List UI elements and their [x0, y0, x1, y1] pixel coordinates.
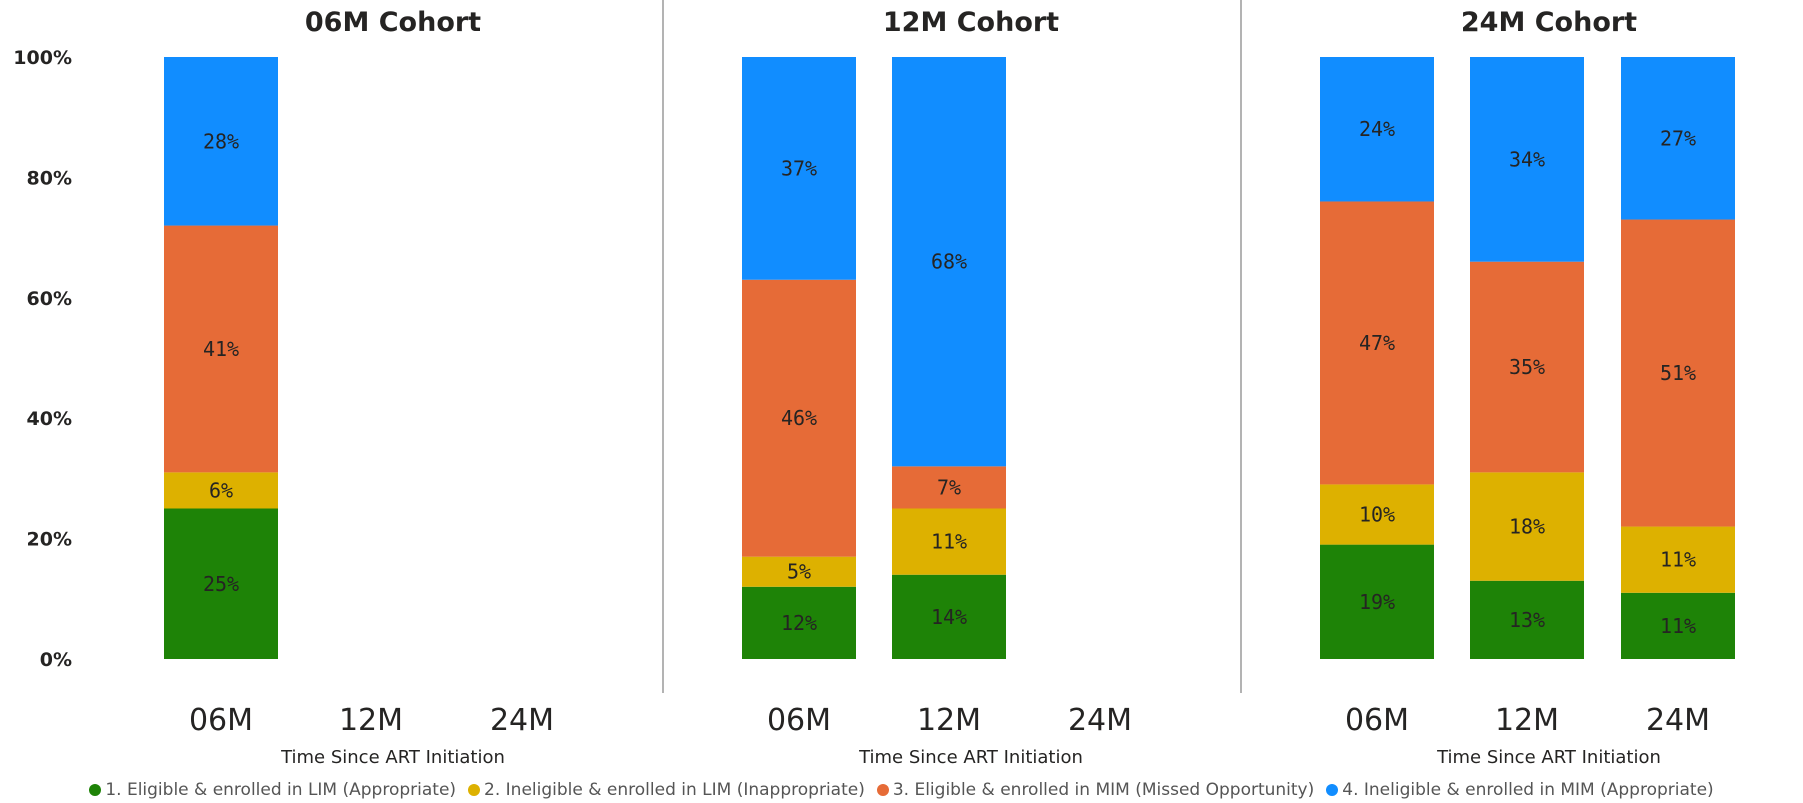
- data-label: 14%: [931, 605, 967, 629]
- x-tick-label: 12M: [339, 703, 403, 738]
- data-label: 19%: [1359, 590, 1395, 614]
- bar-segment[interactable]: [1320, 544, 1434, 659]
- legend-dot-icon: [876, 784, 889, 796]
- bar-segment[interactable]: [164, 508, 278, 660]
- legend-item-ineligible-mim[interactable]: 4. Ineligible & enrolled in MIM (Appropr…: [1326, 780, 1714, 800]
- data-label: 27%: [1660, 126, 1696, 150]
- data-label: 6%: [209, 478, 233, 502]
- stacked-bar[interactable]: 19% 10% 47% 24%: [1320, 57, 1434, 659]
- data-label: 13%: [1509, 608, 1545, 632]
- x-tick-label: 24M: [1646, 703, 1710, 738]
- data-label: 5%: [787, 560, 811, 584]
- y-axis: 0% 20% 40% 60% 80% 100%: [13, 47, 72, 671]
- data-label: 11%: [1660, 614, 1696, 638]
- legend-label: 3. Eligible & enrolled in MIM (Missed Op…: [892, 780, 1315, 800]
- bar-segment[interactable]: [892, 574, 1006, 659]
- bar-segment[interactable]: [1320, 57, 1434, 202]
- bar-segment[interactable]: [742, 279, 856, 557]
- y-tick-label: 60%: [27, 288, 72, 310]
- bar-segment[interactable]: [1470, 580, 1584, 659]
- cohort-panels: 06M Cohort 06M 12M 24M Time Since ART Initia…: [164, 7, 1735, 768]
- bar-segment[interactable]: [1320, 201, 1434, 485]
- cohort-panel: 06M Cohort 06M 12M 24M Time Since ART Initia…: [164, 7, 554, 768]
- bar-segment[interactable]: [892, 466, 1006, 509]
- data-label: 37%: [781, 156, 817, 180]
- x-axis-label: Time Since ART Initiation: [858, 747, 1083, 768]
- legend-item-eligible-lim[interactable]: 1. Eligible & enrolled in LIM (Appropria…: [89, 780, 456, 800]
- y-tick-label: 40%: [27, 408, 72, 430]
- x-axis-label: Time Since ART Initiation: [280, 747, 505, 768]
- stacked-bar[interactable]: 11% 11% 51% 27%: [1621, 57, 1735, 659]
- legend-item-eligible-mim[interactable]: 3. Eligible & enrolled in MIM (Missed Op…: [876, 780, 1315, 800]
- bar-segment[interactable]: [742, 57, 856, 280]
- data-label: 18%: [1509, 515, 1545, 539]
- stacked-bar-chart: 0% 20% 40% 60% 80% 100% 06M Cohort 06M 12M 24M Ti…: [13, 0, 1735, 768]
- legend-dot-icon: [89, 784, 102, 796]
- x-tick-label: 06M: [189, 703, 253, 738]
- bar-segment[interactable]: [1621, 526, 1735, 593]
- legend-dot-icon: [468, 784, 481, 796]
- cohort-panel: 12M Cohort 06M 12M 24M Time Since ART Initia…: [742, 7, 1132, 768]
- y-tick-label: 100%: [13, 47, 72, 69]
- x-tick-label: 24M: [490, 703, 554, 738]
- data-label: 11%: [931, 530, 967, 554]
- data-label: 28%: [203, 129, 239, 153]
- x-axis-label: Time Since ART Initiation: [1436, 747, 1661, 768]
- bar-segment[interactable]: [164, 225, 278, 473]
- x-tick-label: 06M: [1345, 703, 1409, 738]
- data-label: 47%: [1359, 331, 1395, 355]
- bar-segment[interactable]: [1621, 57, 1735, 220]
- panel-title: 24M Cohort: [1461, 7, 1637, 38]
- bar-segment[interactable]: [892, 57, 1006, 467]
- panel-title: 06M Cohort: [305, 7, 481, 38]
- x-tick-label: 12M: [1495, 703, 1559, 738]
- data-label: 35%: [1509, 355, 1545, 379]
- stacked-bar[interactable]: 14% 11% 7% 68%: [892, 57, 1006, 659]
- stacked-bar[interactable]: 25% 6% 41% 28%: [164, 57, 278, 659]
- legend-label: 4. Ineligible & enrolled in MIM (Appropr…: [1342, 780, 1714, 800]
- data-label: 12%: [781, 611, 817, 635]
- data-label: 51%: [1660, 361, 1696, 385]
- bar-segment[interactable]: [1320, 484, 1434, 545]
- stacked-bar[interactable]: 12% 5% 46% 37%: [742, 57, 856, 659]
- bar-segment[interactable]: [1470, 261, 1584, 473]
- legend-item-ineligible-lim[interactable]: 2. Ineligible & enrolled in LIM (Inappro…: [468, 780, 865, 800]
- data-label: 34%: [1509, 147, 1545, 171]
- bar-segment[interactable]: [892, 508, 1006, 575]
- y-tick-label: 80%: [27, 167, 72, 189]
- bar-segment[interactable]: [164, 472, 278, 509]
- cohort-panel: 24M Cohort 06M 12M 24M Time Since ART Initia…: [1320, 7, 1735, 768]
- stacked-bar[interactable]: 13% 18% 35% 34%: [1470, 57, 1584, 659]
- panel-title: 12M Cohort: [883, 7, 1059, 38]
- data-label: 41%: [203, 337, 239, 361]
- bar-segment[interactable]: [742, 586, 856, 659]
- data-label: 24%: [1359, 117, 1395, 141]
- y-tick-label: 0%: [40, 649, 72, 671]
- bar-segment[interactable]: [742, 556, 856, 587]
- data-label: 7%: [937, 475, 961, 499]
- x-tick-label: 12M: [917, 703, 981, 738]
- bar-segment[interactable]: [1621, 592, 1735, 659]
- legend-label: 2. Ineligible & enrolled in LIM (Inappro…: [484, 780, 865, 800]
- data-label: 10%: [1359, 503, 1395, 527]
- legend-label: 1. Eligible & enrolled in LIM (Appropria…: [105, 780, 457, 800]
- panel-dividers: [662, 0, 1242, 693]
- data-label: 46%: [781, 406, 817, 430]
- y-tick-label: 20%: [27, 529, 72, 551]
- bar-segment[interactable]: [164, 57, 278, 226]
- legend: 1. Eligible & enrolled in LIM (Appropria…: [0, 778, 1803, 802]
- x-tick-label: 24M: [1068, 703, 1132, 738]
- data-label: 11%: [1660, 548, 1696, 572]
- data-label: 25%: [203, 572, 239, 596]
- legend-dot-icon: [1326, 784, 1339, 796]
- bar-segment[interactable]: [1621, 219, 1735, 527]
- data-label: 68%: [931, 250, 967, 274]
- bar-segment[interactable]: [1470, 57, 1584, 262]
- bar-segment[interactable]: [1470, 472, 1584, 581]
- x-tick-label: 06M: [767, 703, 831, 738]
